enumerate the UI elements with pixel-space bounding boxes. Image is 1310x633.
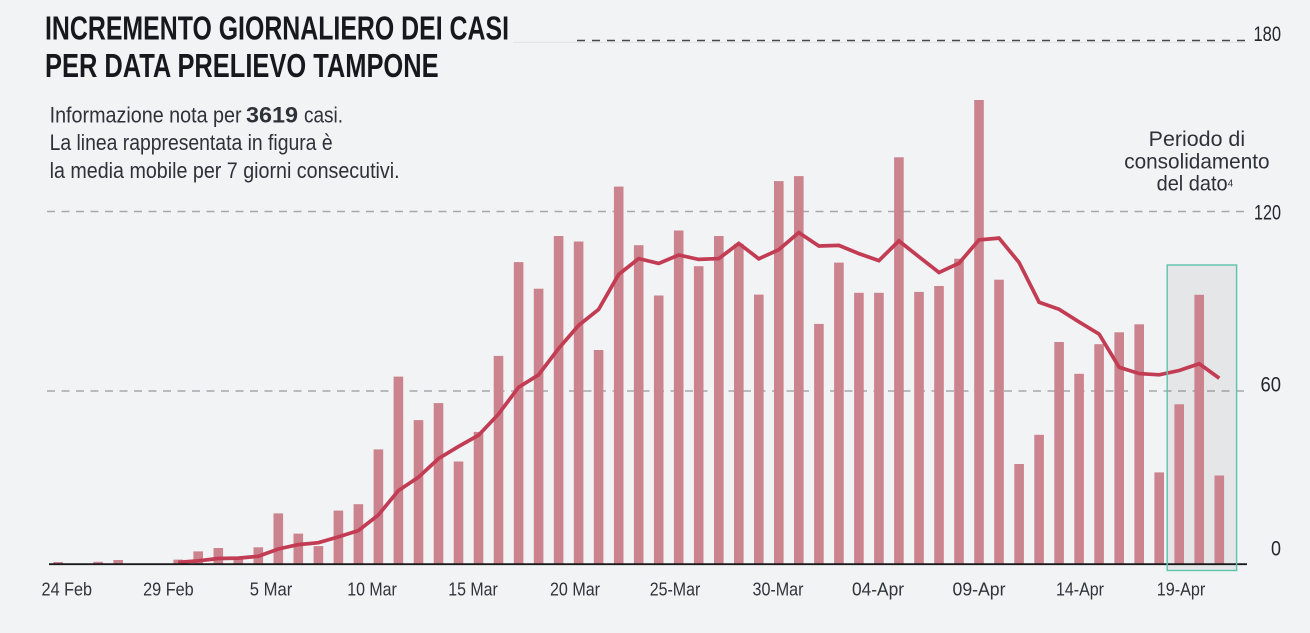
- svg-text:14-Apr: 14-Apr: [1056, 578, 1104, 599]
- svg-text:PER DATA PRELIEVO TAMPONE: PER DATA PRELIEVO TAMPONE: [45, 48, 439, 85]
- svg-text:120: 120: [1254, 201, 1281, 225]
- svg-text:25-Mar: 25-Mar: [650, 578, 701, 599]
- svg-text:30-Mar: 30-Mar: [753, 578, 804, 599]
- svg-text:La linea rappresentata in figu: La linea rappresentata in figura è: [50, 130, 333, 155]
- svg-text:consolidamento: consolidamento: [1124, 150, 1269, 173]
- svg-text:19-Apr: 19-Apr: [1157, 578, 1206, 599]
- svg-text:INCREMENTO GIORNALIERO DEI CAS: INCREMENTO GIORNALIERO DEI CASI: [45, 11, 509, 48]
- svg-text:del dato4: del dato4: [1157, 172, 1234, 195]
- svg-text:29 Feb: 29 Feb: [143, 578, 194, 599]
- svg-text:5 Mar: 5 Mar: [250, 578, 293, 599]
- svg-text:20 Mar: 20 Mar: [550, 578, 600, 599]
- svg-text:04-Apr: 04-Apr: [852, 578, 904, 599]
- svg-text:la media mobile per 7 giorni c: la media mobile per 7 giorni consecutivi…: [50, 158, 400, 183]
- svg-text:60: 60: [1261, 372, 1282, 396]
- svg-text:09-Apr: 09-Apr: [953, 578, 1006, 599]
- svg-text:15 Mar: 15 Mar: [448, 578, 498, 599]
- svg-text:180: 180: [1254, 22, 1282, 46]
- svg-text:10 Mar: 10 Mar: [347, 578, 397, 599]
- svg-text:24 Feb: 24 Feb: [42, 578, 93, 599]
- svg-text:0: 0: [1271, 536, 1281, 560]
- svg-text:Periodo di: Periodo di: [1149, 128, 1245, 151]
